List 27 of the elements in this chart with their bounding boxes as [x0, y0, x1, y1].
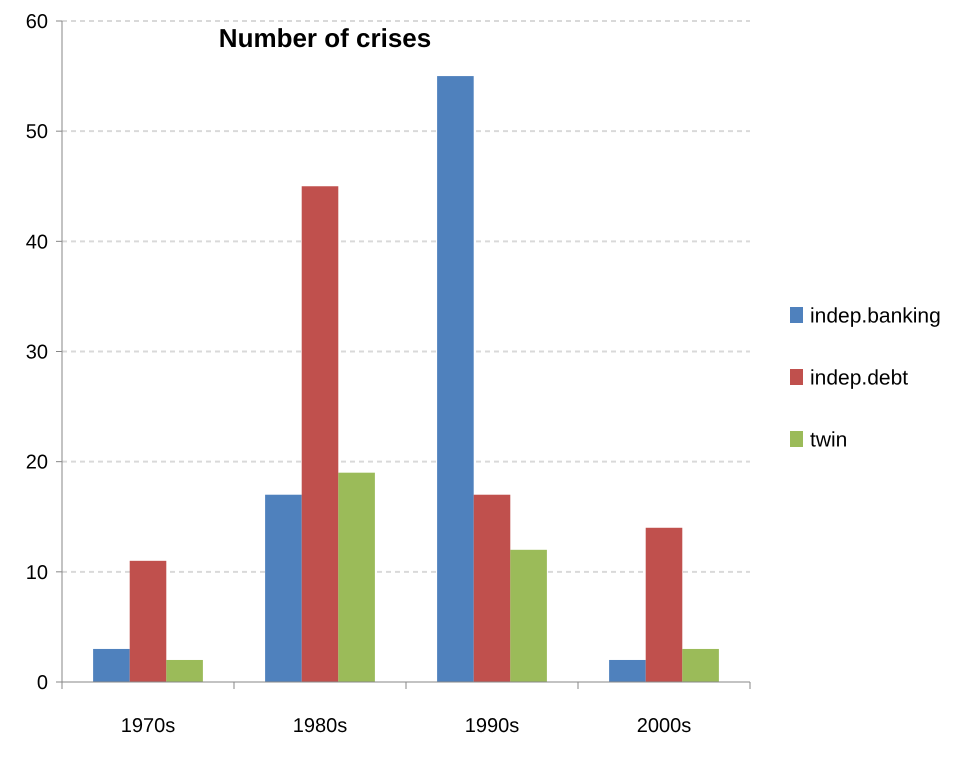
bar: [646, 528, 682, 682]
y-tick-label: 20: [26, 452, 48, 474]
bar: [265, 494, 302, 682]
legend-label: indep.debt: [810, 366, 908, 390]
legend-label: indep.banking: [810, 304, 941, 328]
y-tick-label: 0: [36, 672, 48, 694]
y-tick-label: 40: [26, 231, 48, 254]
x-tick-label: 1980s: [292, 715, 348, 737]
bar: [130, 560, 166, 682]
y-tick-label: 30: [26, 342, 48, 364]
bar: [166, 660, 203, 682]
y-tick-label: 60: [26, 11, 48, 33]
x-tick-label: 1990s: [464, 715, 520, 737]
bar: [682, 648, 719, 682]
x-tick-label: 1970s: [120, 715, 176, 737]
bar: [609, 660, 646, 682]
bar: [93, 648, 130, 682]
bar: [338, 472, 375, 682]
bar: [437, 76, 474, 682]
y-tick-label: 50: [26, 121, 48, 144]
bar: [510, 550, 547, 682]
bar: [302, 186, 338, 682]
x-tick-label: 2000s: [636, 715, 692, 737]
bar: [474, 494, 510, 682]
y-tick-label: 10: [26, 562, 48, 584]
legend-label: twin: [810, 428, 848, 452]
chart-title: Number of crises: [218, 23, 432, 53]
